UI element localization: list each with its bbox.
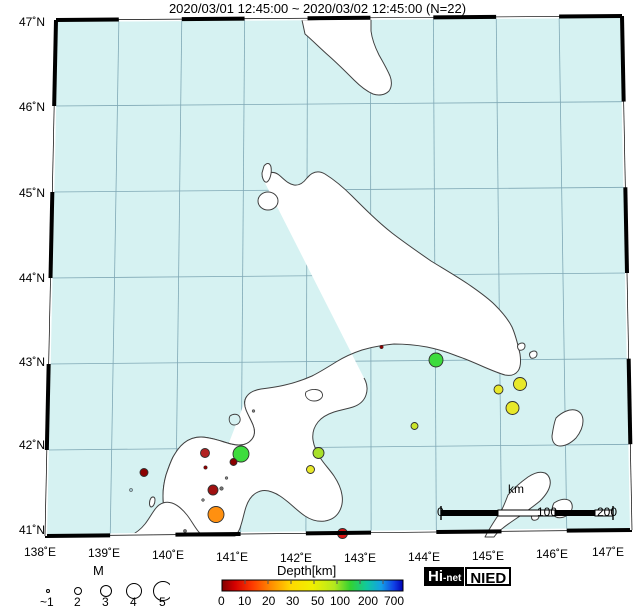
magnitude-legend-label-4: 4 <box>130 595 137 609</box>
earthquake-marker[interactable] <box>251 409 256 413</box>
earthquake-marker[interactable] <box>232 445 250 463</box>
map-svg[interactable] <box>0 14 635 539</box>
earthquake-marker[interactable] <box>493 384 504 395</box>
earthquake-marker[interactable] <box>129 488 133 492</box>
landmass-group <box>129 17 584 538</box>
scalebar-unit-label: km <box>508 482 524 496</box>
scale-bar <box>440 506 614 520</box>
lon-label-141: 141˚E <box>216 550 249 564</box>
lon-label-142: 142˚E <box>280 551 313 565</box>
earthquake-marker[interactable] <box>306 465 315 474</box>
earthquake-marker[interactable] <box>379 344 384 350</box>
page-title: 2020/03/01 12:45:00 ~ 2020/03/02 12:45:0… <box>168 1 467 16</box>
earthquake-marker[interactable] <box>183 529 187 533</box>
map-frame <box>43 14 634 538</box>
logo-hi-text: Hi <box>428 568 443 585</box>
lon-label-140: 140˚E <box>152 548 185 562</box>
lon-label-146: 146˚E <box>536 547 569 561</box>
scalebar-tick-100: 100 <box>537 505 558 519</box>
nemuro-islets <box>517 342 526 351</box>
earthquake-marker[interactable] <box>410 422 419 430</box>
rishiri-island <box>257 191 279 211</box>
hinet-logo-text: Hi -net <box>424 567 465 586</box>
magnitude-legend-label-2: 2 <box>74 595 81 609</box>
depth-tick-20: 20 <box>262 594 276 608</box>
earthquake-marker[interactable] <box>428 352 444 368</box>
frame-top-outline <box>55 15 623 21</box>
lat-label-41: 41˚N <box>18 523 45 537</box>
honshu-north-coast <box>129 501 207 537</box>
depth-colorbar <box>221 579 404 592</box>
frame-bottom-outline <box>44 529 633 537</box>
lat-label-43: 43˚N <box>18 355 45 369</box>
lat-label-45: 45˚N <box>18 186 45 200</box>
lon-label-144: 144˚E <box>408 550 441 564</box>
hinet-nied-logo: Hi -net NIED <box>424 567 512 587</box>
sakhalin-coast <box>301 17 392 96</box>
earthquake-marker[interactable] <box>201 498 205 502</box>
earthquake-marker[interactable] <box>229 458 238 466</box>
logo-net-text: -net <box>443 573 462 584</box>
magnitude-legend-label-1: ~1 <box>40 595 54 609</box>
lat-label-42: 42˚N <box>18 438 45 452</box>
earthquake-marker[interactable] <box>200 448 210 458</box>
magnitude-legend-title: M <box>93 563 104 578</box>
map-canvas[interactable] <box>0 14 635 539</box>
nemuro-islets-2 <box>529 350 538 359</box>
earthquake-marker[interactable] <box>513 377 527 391</box>
earthquake-marker[interactable] <box>312 447 325 459</box>
okushiri-island <box>149 496 156 508</box>
earthquake-marker[interactable] <box>219 486 224 491</box>
rebun-island <box>261 163 272 183</box>
parallel-42 <box>46 443 631 451</box>
earthquake-marker[interactable] <box>505 401 520 415</box>
lon-label-139: 139˚E <box>88 546 121 560</box>
frame-right-outline <box>621 15 633 531</box>
depth-legend-title: Depth[km] <box>277 563 337 578</box>
depth-tick-0: 0 <box>218 594 225 608</box>
earthquake-marker[interactable] <box>207 484 219 496</box>
earthquake-marker[interactable] <box>207 506 225 523</box>
etorofu-island <box>551 409 584 447</box>
frame-left-outline <box>44 19 57 537</box>
lon-label-138: 138˚E <box>24 545 57 559</box>
magnitude-legend-label-5: 5 <box>159 595 166 609</box>
lat-label-47: 47˚N <box>18 15 45 29</box>
lat-label-44: 44˚N <box>18 271 45 285</box>
earthquake-marker[interactable] <box>203 465 208 470</box>
kunashiri-island <box>484 471 551 538</box>
depth-tick-200: 200 <box>358 594 379 608</box>
inland-lake-kussharo <box>228 413 241 426</box>
parallel-46 <box>54 101 624 107</box>
earthquake-marker[interactable] <box>139 468 149 477</box>
earthquake-marker[interactable] <box>224 476 229 480</box>
scalebar-tick-0: 0 <box>437 505 444 519</box>
depth-tick-700: 700 <box>384 594 405 608</box>
magnitude-legend-circles <box>46 581 170 601</box>
lon-label-147: 147˚E <box>592 545 625 559</box>
depth-tick-100: 100 <box>330 594 351 608</box>
scalebar-tick-200: 200 <box>597 505 618 519</box>
lon-label-143: 143˚E <box>344 551 377 565</box>
depth-tick-50: 50 <box>311 594 325 608</box>
lon-label-145: 145˚E <box>472 549 505 563</box>
inland-lake-saroma <box>305 389 323 402</box>
earthquake-markers[interactable] <box>129 344 527 539</box>
magnitude-legend-label-3: 3 <box>102 595 109 609</box>
depth-tick-10: 10 <box>238 594 252 608</box>
nied-logo-text: NIED <box>465 567 512 587</box>
depth-tick-30: 30 <box>286 594 300 608</box>
lat-label-46: 46˚N <box>18 100 45 114</box>
